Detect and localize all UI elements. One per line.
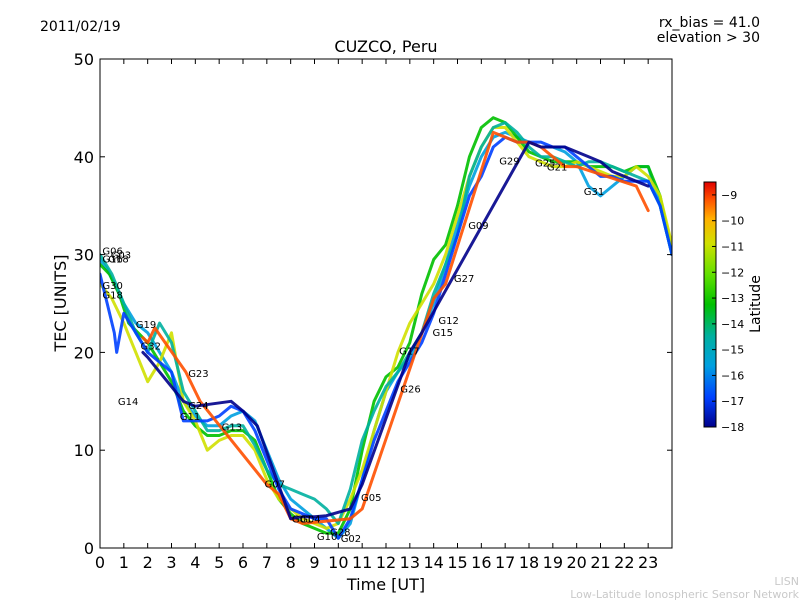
satellite-label-g12: G12 [438,316,458,327]
satellite-label-g25: G25 [535,159,555,170]
colorbar-tick-label: −15 [721,344,744,357]
satellite-label-g28: G28 [330,527,350,538]
x-tick-label: 11 [352,553,372,572]
satellite-label-g13: G13 [222,423,242,434]
satellite-label-g09: G09 [468,221,488,232]
satellite-label-g03: G03 [111,251,131,262]
satellite-label-g06: G06 [102,247,122,258]
x-tick-label: 23 [638,553,658,572]
x-tick-label: 5 [214,553,224,572]
satellite-label-g29: G29 [499,157,519,168]
satellite-label-g04: G04 [300,515,320,526]
x-tick-label: 3 [166,553,176,572]
x-tick-label: 16 [471,553,491,572]
x-tick-label: 15 [447,553,467,572]
y-tick-label: 20 [74,343,94,362]
x-tick-label: 6 [238,553,248,572]
x-tick-label: 19 [543,553,563,572]
satellite-label-g26: G26 [400,385,420,396]
colorbar-tick-label: −11 [721,240,744,253]
x-tick-label: 0 [95,553,105,572]
satellite-label-g14: G14 [118,397,138,408]
satellite-label-g18: G18 [102,291,122,302]
x-tick-label: 18 [519,553,539,572]
x-tick-label: 17 [495,553,515,572]
x-tick-label: 10 [328,553,348,572]
x-tick-label: 22 [614,553,634,572]
satellite-label-g07: G07 [265,479,285,490]
y-axis-label: TEC [UNITS] [51,255,70,353]
satellite-label-g18: G18 [108,254,128,265]
plot-frame [99,58,673,549]
satellite-label-g32: G32 [141,342,161,353]
colorbar-tick-label: −10 [721,215,744,228]
colorbar-tick-label: −17 [721,395,744,408]
satellite-track-5 [141,130,650,525]
x-tick-label: 1 [119,553,129,572]
satellite-label-g27: G27 [454,274,474,285]
satellite-labels: G06G03G16G18G30G18G19G32G14G23G24G11G13G… [102,157,604,545]
colorbar-tick-label: −14 [721,318,744,331]
satellite-label-g01: G01 [292,515,312,526]
satellite-label-g05: G05 [361,493,381,504]
satellite-label-g24: G24 [188,401,208,412]
colorbar-tick-label: −12 [721,266,744,279]
footer-org-long: Low-Latitude Ionospheric Sensor Network [570,588,799,600]
colorbar-tick-label: −18 [721,421,744,434]
colorbar [703,181,717,428]
date-label: 2011/02/19 [40,19,121,35]
x-tick-label: 12 [376,553,396,572]
satellite-label-g10: G10 [317,532,337,543]
series-layer [100,116,672,540]
satellite-label-g31: G31 [584,187,604,198]
y-tick-label: 40 [74,148,94,167]
satellite-label-g16: G16 [102,254,122,265]
chart-title: CUZCO, Peru [334,37,437,56]
axes: 0 1 2 3 4 5 6 7 8 9 10 11 12 13 14 15 16 17 18 19 20 21 22 2301… [74,50,672,572]
colorbar-ticks: −9 −10 −11 −12 −13 −14 −15 −16 −17 −18 [712,189,744,434]
x-tick-label: 8 [286,553,296,572]
rx-bias-label: rx_bias = 41.0 [659,15,760,31]
satellite-track-4 [100,135,672,540]
x-axis-label: Time [UT] [346,575,425,594]
satellite-label-g11: G11 [180,412,200,423]
colorbar-label: Latitude [748,275,764,333]
x-tick-label: 13 [400,553,420,572]
satellite-label-g17: G17 [399,346,419,357]
x-tick-label: 9 [309,553,319,572]
elevation-label: elevation > 30 [657,30,760,46]
satellite-label-g02: G02 [341,534,361,545]
x-tick-label: 4 [190,553,200,572]
x-tick-label: 2 [143,553,153,572]
satellite-label-g23: G23 [188,369,208,380]
x-tick-label: 21 [590,553,610,572]
colorbar-tick-label: −13 [721,292,744,305]
satellite-label-g19: G19 [136,320,156,331]
satellite-track-6 [141,140,650,521]
colorbar-tick-label: −16 [721,369,744,382]
y-tick-label: 10 [74,441,94,460]
y-tick-label: 30 [74,246,94,265]
footer-org-short: LISN [774,575,799,588]
x-tick-label: 20 [566,553,586,572]
y-tick-label: 50 [74,50,94,69]
satellite-label-g21: G21 [547,163,567,174]
satellite-label-g30: G30 [102,281,122,292]
y-tick-label: 0 [84,539,94,558]
satellite-label-g15: G15 [433,328,453,339]
x-tick-label: 14 [423,553,443,572]
colorbar-tick-label: −9 [721,189,737,202]
x-tick-label: 7 [262,553,272,572]
